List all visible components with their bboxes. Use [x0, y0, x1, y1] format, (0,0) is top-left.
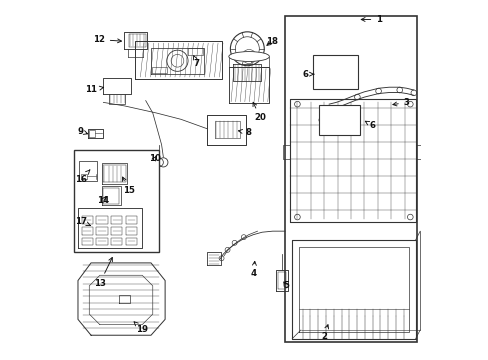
Text: 19: 19: [134, 322, 148, 334]
Ellipse shape: [228, 51, 269, 62]
Text: 7: 7: [193, 56, 200, 68]
Bar: [318, 105, 360, 135]
Bar: [74, 150, 159, 252]
Text: 6: 6: [365, 121, 374, 130]
Text: 18: 18: [265, 37, 278, 46]
Text: 12: 12: [93, 35, 121, 44]
Text: 6: 6: [302, 70, 313, 79]
Text: 11: 11: [85, 85, 103, 94]
Text: 3: 3: [392, 98, 409, 107]
Bar: [285, 16, 417, 342]
Text: 9: 9: [77, 127, 87, 136]
Text: 10: 10: [148, 154, 160, 163]
Text: 15: 15: [122, 177, 134, 195]
Text: 17: 17: [75, 217, 90, 226]
Text: 4: 4: [250, 261, 256, 278]
Text: 16: 16: [75, 170, 90, 184]
Text: 20: 20: [252, 102, 266, 122]
Bar: [313, 55, 358, 89]
Text: 1: 1: [361, 15, 382, 24]
Text: 2: 2: [320, 325, 328, 342]
Text: 5: 5: [283, 282, 288, 290]
Text: 13: 13: [94, 257, 112, 288]
Text: 8: 8: [238, 128, 250, 137]
Text: 14: 14: [97, 195, 109, 204]
